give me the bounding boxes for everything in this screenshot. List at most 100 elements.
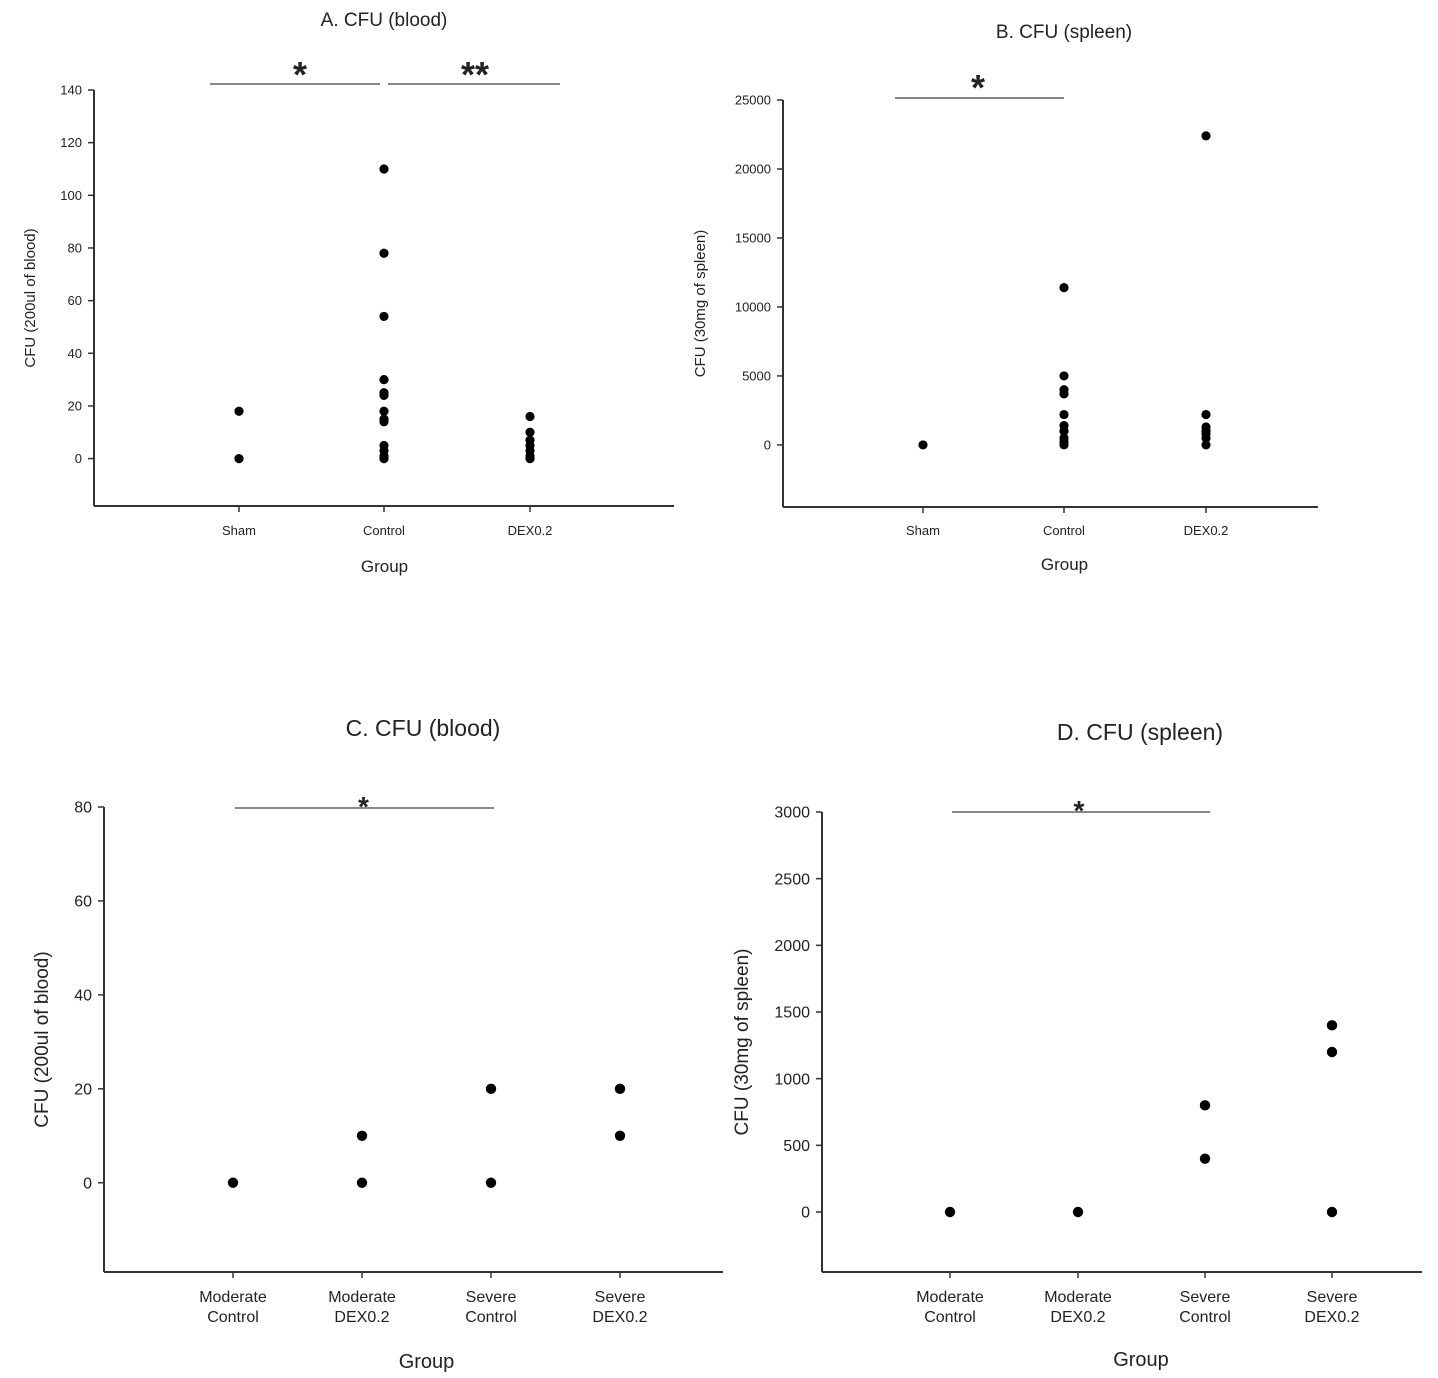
chart-title: D. CFU (spleen) <box>1057 719 1223 745</box>
x-tick-label: DEX0.2 <box>592 1309 647 1326</box>
data-point <box>379 454 389 464</box>
x-tick-label: DEX0.2 <box>1184 523 1229 538</box>
y-tick-label: 500 <box>783 1138 810 1155</box>
x-tick-label: Control <box>1043 523 1085 538</box>
data-point <box>525 411 535 422</box>
y-tick-label: 20000 <box>735 162 771 177</box>
data-point <box>944 1206 956 1218</box>
data-point <box>1072 1206 1084 1218</box>
data-point <box>1059 440 1069 450</box>
data-point <box>1201 433 1211 443</box>
y-tick-label: 0 <box>801 1205 810 1222</box>
data-point <box>614 1130 626 1141</box>
data-point <box>1201 440 1211 450</box>
data-point <box>525 427 535 437</box>
y-tick-label: 80 <box>74 800 92 817</box>
data-point <box>1059 409 1069 420</box>
x-tick-label: Control <box>1179 1309 1231 1326</box>
data-point <box>227 1177 239 1188</box>
x-tick-label: Moderate <box>328 1289 396 1306</box>
y-tick-label: 0 <box>75 451 82 466</box>
data-point <box>234 454 244 464</box>
x-tick-label: DEX0.2 <box>1304 1309 1359 1326</box>
y-axis-label: CFU (30mg of spleen) <box>692 230 709 378</box>
y-tick-label: 0 <box>83 1175 92 1192</box>
x-tick-label: Severe <box>595 1289 646 1306</box>
x-tick-label: Severe <box>466 1289 517 1306</box>
y-tick-label: 20 <box>68 398 82 413</box>
data-point <box>234 406 244 416</box>
x-axis-label: Group <box>361 557 408 576</box>
data-point <box>614 1083 626 1095</box>
y-tick-label: 1500 <box>774 1005 810 1022</box>
data-point <box>485 1177 497 1188</box>
y-axis-label: CFU (30mg of spleen) <box>732 949 753 1136</box>
y-tick-label: 40 <box>74 987 92 1004</box>
y-tick-label: 10000 <box>735 299 771 314</box>
x-tick-label: Sham <box>906 523 940 538</box>
data-point <box>1059 389 1069 399</box>
data-point <box>379 311 389 322</box>
chart-title: A. CFU (blood) <box>321 10 448 31</box>
y-tick-label: 40 <box>68 346 82 361</box>
significance-star: * <box>358 791 369 822</box>
y-tick-label: 5000 <box>742 368 771 383</box>
data-point <box>379 248 389 258</box>
significance-star: * <box>1074 795 1085 826</box>
significance-star: * <box>971 67 985 108</box>
data-point <box>379 417 389 427</box>
x-tick-label: Severe <box>1180 1289 1231 1306</box>
x-tick-label: Control <box>465 1309 517 1326</box>
data-point <box>485 1083 497 1095</box>
significance-star: * <box>293 54 307 95</box>
data-point <box>1059 426 1069 436</box>
y-tick-label: 100 <box>60 188 82 203</box>
y-tick-label: 0 <box>764 437 771 452</box>
x-tick-label: DEX0.2 <box>508 523 553 538</box>
x-tick-label: Moderate <box>1044 1289 1112 1306</box>
x-axis-label: Group <box>1041 555 1088 574</box>
panel-b: B. CFU (spleen) 0 5000 10000 15000 20000 25000… <box>692 22 1318 574</box>
x-axis-label: Group <box>1113 1349 1169 1371</box>
y-tick-label: 3000 <box>774 805 810 822</box>
x-tick-label: DEX0.2 <box>334 1309 389 1326</box>
data-point <box>1199 1100 1211 1111</box>
x-tick-label: DEX0.2 <box>1050 1309 1105 1326</box>
y-tick-label: 60 <box>74 894 92 911</box>
x-tick-label: Control <box>207 1309 259 1326</box>
data-point <box>1326 1020 1338 1031</box>
data-point <box>1059 371 1069 381</box>
y-axis-label: CFU (200ul of blood) <box>32 951 53 1127</box>
data-point <box>379 375 389 385</box>
panel-d: D. CFU (spleen) 0 500 1000 1500 2000 2500 3000 C… <box>732 719 1422 1371</box>
y-tick-label: 2000 <box>774 938 810 955</box>
data-point <box>525 454 535 464</box>
x-tick-label: Control <box>363 523 405 538</box>
data-point <box>1059 283 1069 293</box>
data-point <box>1201 131 1211 141</box>
panel-a: A. CFU (blood) 0 20 40 60 80 100 120 140 CFU (200… <box>22 10 674 576</box>
y-tick-label: 1000 <box>774 1071 810 1088</box>
x-tick-label: Moderate <box>199 1289 267 1306</box>
y-tick-label: 25000 <box>735 93 771 108</box>
data-point <box>1201 409 1211 420</box>
data-point <box>379 390 389 401</box>
x-axis-label: Group <box>399 1351 455 1373</box>
data-point <box>918 440 928 450</box>
y-tick-label: 2500 <box>774 871 810 888</box>
y-tick-label: 20 <box>74 1081 92 1098</box>
chart-title: C. CFU (blood) <box>346 715 501 741</box>
data-point <box>379 164 389 174</box>
y-tick-label: 15000 <box>735 231 771 246</box>
data-point <box>1326 1046 1338 1058</box>
x-tick-label: Sham <box>222 523 256 538</box>
data-point <box>356 1130 368 1141</box>
chart-title: B. CFU (spleen) <box>996 22 1132 43</box>
panel-c: C. CFU (blood) 0 20 40 60 80 CFU (200ul of blo… <box>32 715 723 1373</box>
data-point <box>356 1177 368 1188</box>
y-tick-label: 60 <box>68 293 82 308</box>
data-point <box>379 406 389 416</box>
x-tick-label: Moderate <box>916 1289 984 1306</box>
y-tick-label: 120 <box>60 135 82 150</box>
